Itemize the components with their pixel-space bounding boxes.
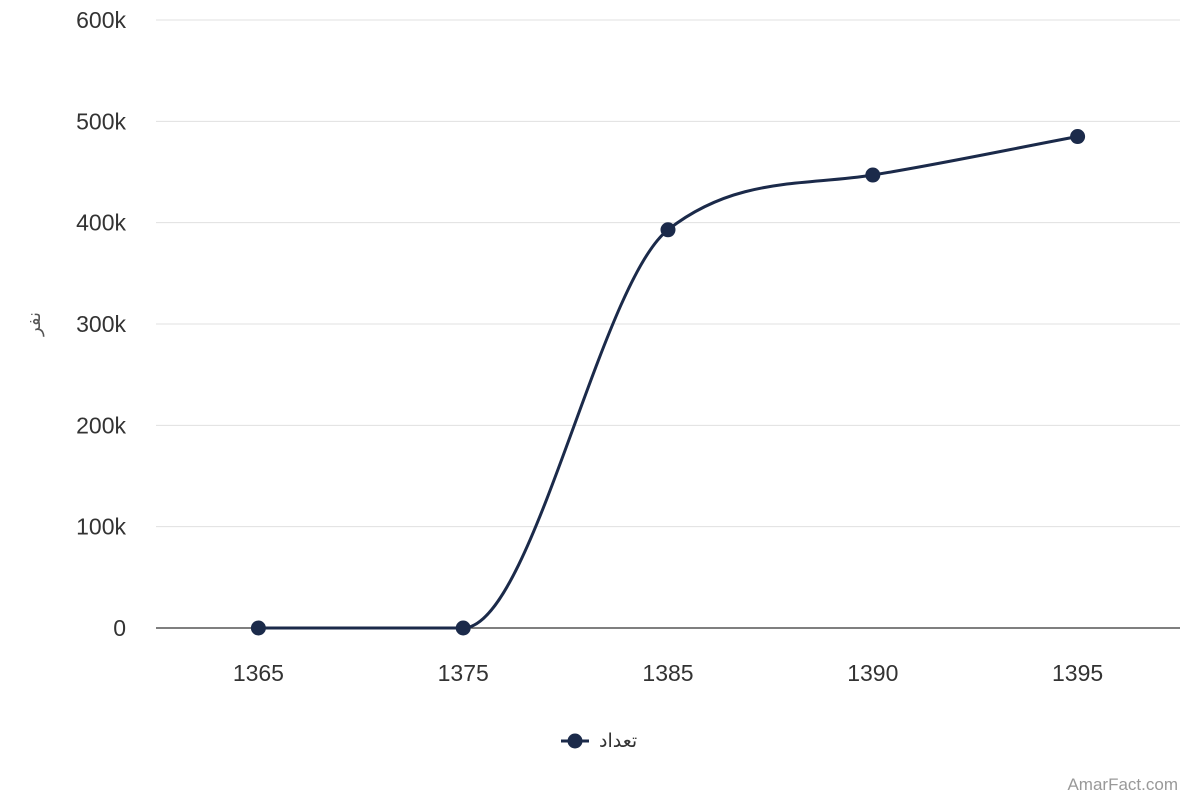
legend[interactable]: تعداد (561, 730, 637, 752)
y-tick-label: 0 (113, 615, 126, 641)
x-tick-label: 1385 (642, 660, 693, 686)
y-tick-label: 100k (76, 514, 126, 540)
y-tick-label: 600k (76, 7, 126, 33)
legend-label[interactable]: تعداد (599, 730, 637, 752)
y-tick-label: 200k (76, 412, 126, 438)
data-point[interactable] (455, 620, 471, 636)
y-tick-label: 500k (76, 108, 126, 134)
x-axis-ticks: 1365 1375 1385 1390 1395 (233, 660, 1103, 686)
data-point[interactable] (250, 620, 266, 636)
x-tick-label: 1390 (847, 660, 898, 686)
series-line (256, 135, 1080, 630)
y-tick-label: 300k (76, 311, 126, 337)
watermark: AmarFact.com (1067, 775, 1178, 794)
data-point[interactable] (865, 167, 881, 183)
data-point[interactable] (1070, 129, 1086, 145)
legend-marker (567, 733, 583, 749)
series (250, 129, 1086, 636)
y-tick-label: 400k (76, 210, 126, 236)
y-axis-label: نفر (24, 312, 45, 337)
data-point[interactable] (660, 222, 676, 238)
y-axis-ticks: 0 100k 200k 300k 400k 500k 600k (76, 7, 126, 641)
x-tick-label: 1395 (1052, 660, 1103, 686)
grid (156, 19, 1180, 629)
x-tick-label: 1365 (233, 660, 284, 686)
x-tick-label: 1375 (438, 660, 489, 686)
